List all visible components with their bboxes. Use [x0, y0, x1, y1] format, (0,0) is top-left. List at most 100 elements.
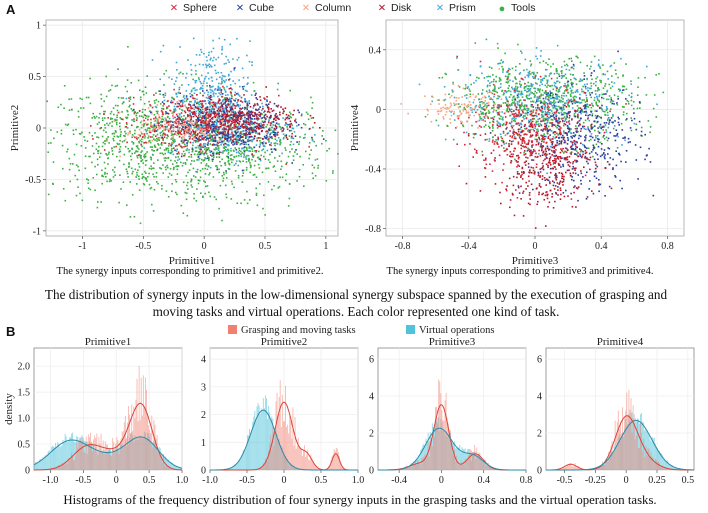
- point-prism: [277, 123, 279, 125]
- point-sphere: [126, 141, 128, 144]
- point-disk: [258, 114, 260, 116]
- point-disk: [209, 96, 212, 99]
- point-prism: [521, 102, 523, 104]
- point-sphere: [138, 109, 141, 112]
- point-prism: [509, 79, 511, 82]
- point-disk: [250, 113, 253, 115]
- point-tools: [181, 164, 184, 167]
- point-sphere: [177, 120, 179, 123]
- point-disk: [251, 153, 253, 155]
- point-prism: [201, 136, 203, 138]
- point-disk: [248, 114, 251, 116]
- point-prism: [481, 92, 483, 95]
- point-sphere: [204, 122, 207, 125]
- point-tools: [506, 78, 508, 81]
- point-cube: [609, 131, 612, 134]
- point-prism: [596, 76, 599, 78]
- point-disk: [189, 141, 192, 144]
- point-sphere: [122, 118, 124, 121]
- point-tools: [181, 101, 184, 103]
- point-tools: [177, 133, 180, 136]
- point-tools: [514, 77, 516, 79]
- point-column: [163, 156, 166, 159]
- point-tools: [445, 73, 447, 76]
- point-sphere: [153, 129, 155, 131]
- point-prism: [167, 151, 170, 154]
- point-tools: [209, 103, 211, 105]
- point-prism: [225, 79, 227, 81]
- point-tools: [542, 94, 544, 96]
- point-prism: [630, 104, 633, 107]
- point-tools: [491, 130, 494, 132]
- point-disk: [256, 98, 259, 101]
- point-sphere: [143, 142, 145, 144]
- point-tools: [234, 147, 236, 149]
- point-tools: [94, 117, 96, 119]
- point-tools: [155, 110, 158, 113]
- point-column: [184, 124, 187, 126]
- point-prism: [444, 98, 447, 101]
- point-tools: [492, 127, 494, 129]
- point-prism: [607, 78, 609, 80]
- point-cube: [205, 132, 208, 135]
- point-cube: [177, 102, 179, 105]
- point-sphere: [175, 126, 178, 128]
- point-tools: [261, 171, 264, 174]
- point-tools: [266, 123, 269, 126]
- point-tools: [566, 115, 568, 117]
- point-column: [127, 133, 129, 136]
- point-cube: [228, 133, 230, 136]
- point-sphere: [226, 99, 228, 102]
- point-tools: [211, 155, 213, 158]
- point-tools: [291, 124, 293, 127]
- point-sphere: [190, 131, 193, 133]
- point-tools: [290, 116, 292, 119]
- point-tools: [207, 147, 209, 149]
- point-cube: [601, 143, 603, 145]
- point-prism: [508, 67, 510, 70]
- point-prism: [269, 136, 271, 139]
- point-cube: [265, 103, 267, 106]
- point-column: [169, 123, 172, 126]
- point-cube: [224, 121, 226, 123]
- point-tools: [586, 99, 588, 101]
- point-tools: [581, 99, 584, 101]
- point-prism: [220, 137, 223, 139]
- point-tools: [554, 97, 556, 100]
- point-prism: [314, 134, 316, 136]
- point-cube: [599, 123, 602, 126]
- point-tools: [571, 60, 573, 62]
- point-tools: [213, 196, 216, 198]
- point-sphere: [285, 163, 287, 165]
- point-cube: [235, 132, 238, 135]
- point-prism: [498, 122, 500, 124]
- point-sphere: [166, 106, 168, 108]
- point-prism: [502, 71, 504, 73]
- point-tools: [139, 222, 142, 225]
- point-prism: [573, 141, 576, 143]
- point-disk: [196, 107, 199, 109]
- point-tools: [206, 168, 209, 171]
- point-tools: [496, 91, 498, 94]
- point-tools: [211, 137, 214, 140]
- point-prism: [519, 72, 522, 74]
- point-prism: [530, 82, 532, 85]
- point-sphere: [211, 121, 214, 123]
- point-tools: [625, 63, 627, 65]
- point-tools: [545, 118, 548, 120]
- point-tools: [172, 139, 174, 142]
- point-tools: [77, 186, 79, 188]
- point-tools: [502, 93, 505, 96]
- point-tools: [150, 158, 152, 161]
- point-sphere: [192, 129, 194, 132]
- point-cube: [201, 112, 204, 114]
- point-prism: [219, 139, 221, 141]
- point-prism: [217, 111, 220, 113]
- point-disk: [215, 112, 217, 114]
- point-tools: [478, 77, 480, 79]
- point-cube: [286, 116, 289, 119]
- point-tools: [276, 160, 279, 162]
- point-cube: [640, 134, 642, 137]
- point-disk: [244, 107, 247, 109]
- point-cube: [556, 120, 558, 122]
